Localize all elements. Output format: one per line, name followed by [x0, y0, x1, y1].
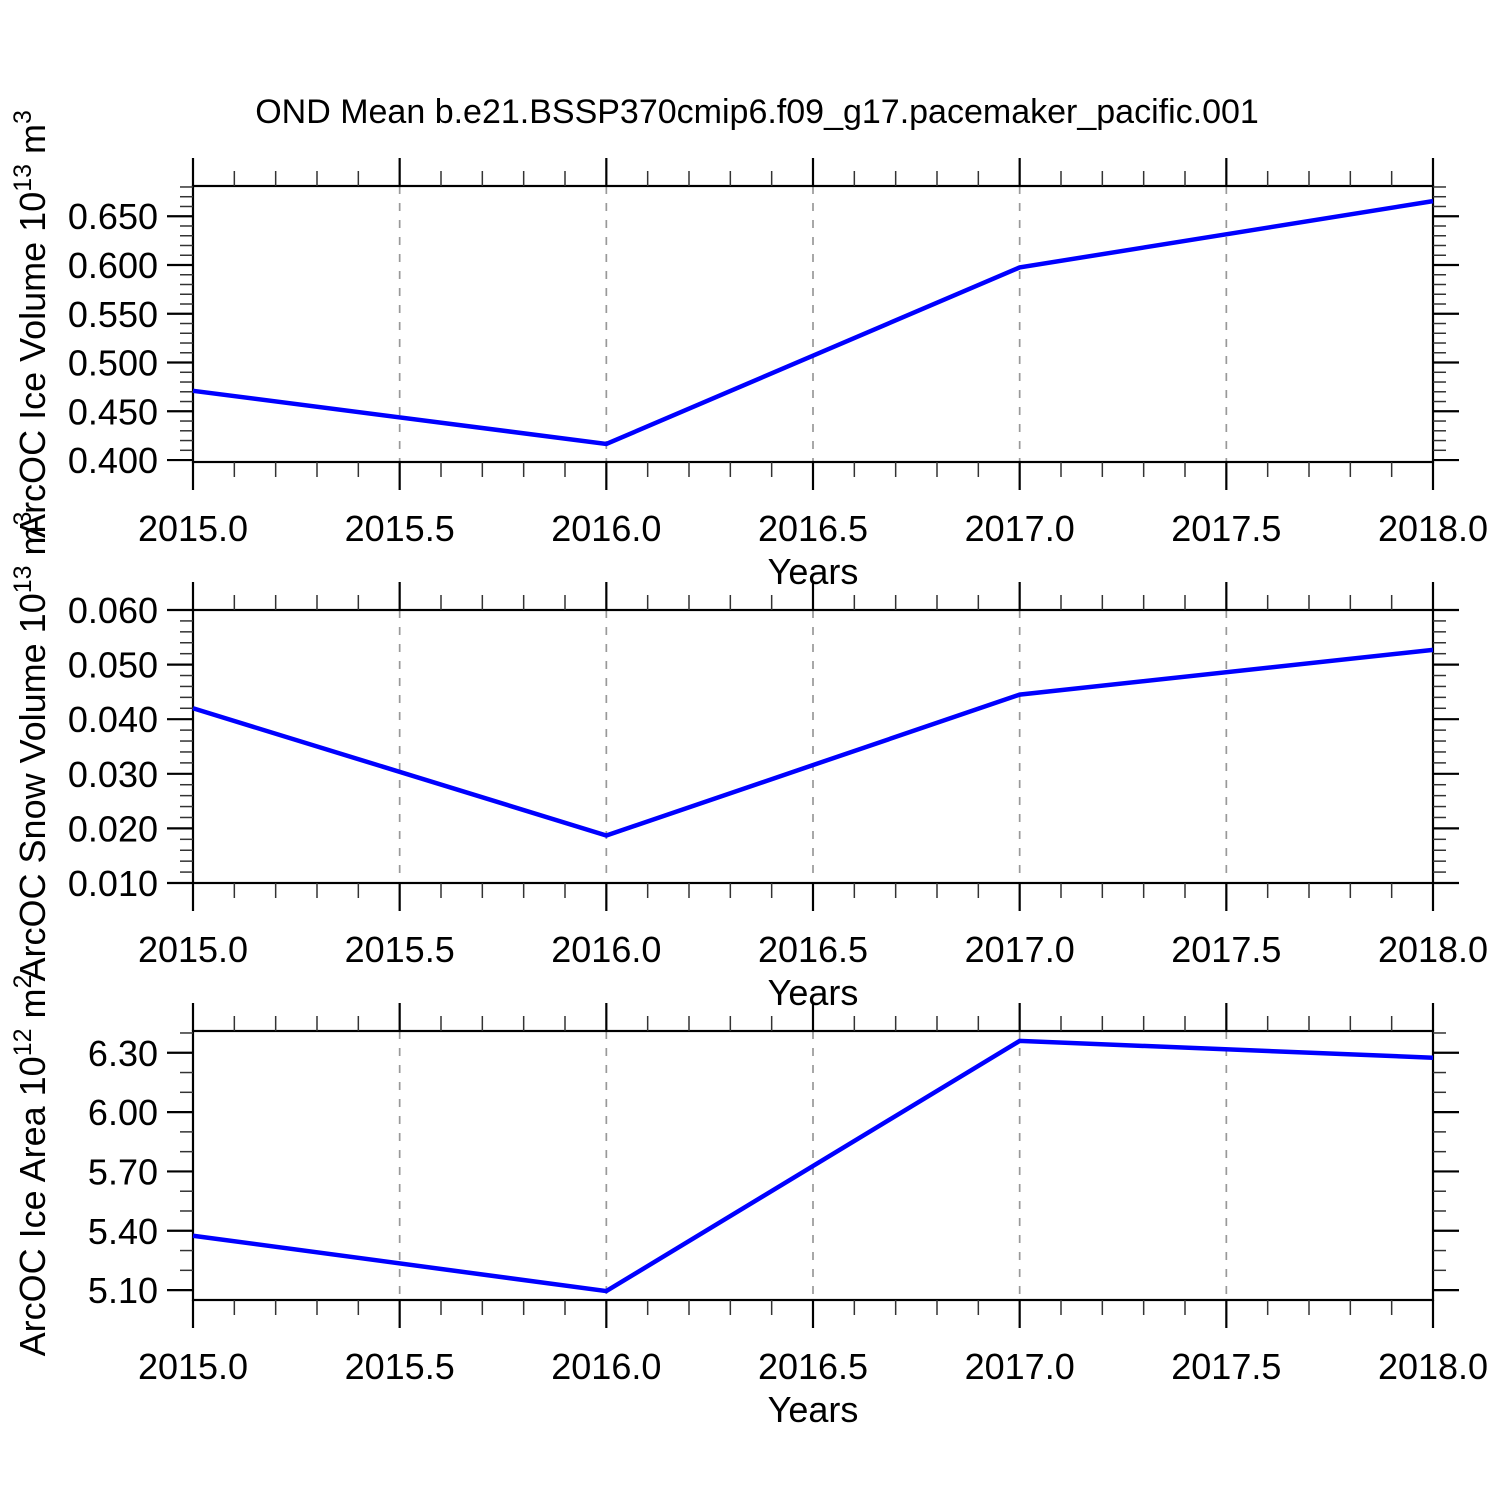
- x-tick-label: 2018.0: [1378, 508, 1488, 549]
- x-tick-label: 2017.0: [965, 508, 1075, 549]
- chart-panel-2: 0.010 0.020 0.030 0.040 0.050 0.060 2015.0 2015…: [9, 512, 1488, 1013]
- chart-panel-3: 5.10 5.40 5.70 6.00 6.30 2015.0 2015.5 2016.0 20…: [9, 975, 1488, 1430]
- y-tick-label: 0.600: [68, 245, 158, 286]
- x-tick-label: 2016.0: [551, 508, 661, 549]
- y-tick-label: 0.550: [68, 294, 158, 335]
- x-tick-label: 2016.0: [551, 1346, 661, 1387]
- x-tick-label: 2016.5: [758, 1346, 868, 1387]
- x-tick-label: 2018.0: [1378, 1346, 1488, 1387]
- x-tick-label: 2015.0: [138, 508, 248, 549]
- y-tick-label: 0.650: [68, 196, 158, 237]
- x-tick-label: 2015.5: [345, 929, 455, 970]
- y-tick-label: 0.060: [68, 590, 158, 631]
- data-line-3: [192, 1038, 1434, 1294]
- x-tick-label: 2017.5: [1171, 1346, 1281, 1387]
- y-tick-label: 6.00: [88, 1092, 158, 1133]
- y-tick-label: 5.10: [88, 1270, 158, 1311]
- y-tick-label: 6.30: [88, 1033, 158, 1074]
- y-tick-label: 0.020: [68, 808, 158, 849]
- x-tick-label: 2016.5: [758, 929, 868, 970]
- y-tick-label: 0.010: [68, 863, 158, 904]
- x-tick-label: 2017.0: [965, 1346, 1075, 1387]
- data-line-1: [192, 198, 1434, 447]
- y-tick-label: 0.450: [68, 391, 158, 432]
- y-tick-label: 0.500: [68, 343, 158, 384]
- y-tick-label: 0.040: [68, 699, 158, 740]
- x-tick-label: 2015.0: [138, 929, 248, 970]
- chart-panel-1: 0.400 0.450 0.500 0.550 0.600 0.650 2015.0 2015…: [9, 110, 1488, 592]
- x-axis-title: Years: [768, 1389, 859, 1430]
- y-axis-title: ArcOC Ice Area 1012 m2: [9, 975, 53, 1357]
- x-tick-label: 2016.0: [551, 929, 661, 970]
- x-tick-label: 2017.5: [1171, 508, 1281, 549]
- x-tick-label: 2015.5: [345, 508, 455, 549]
- x-tick-label: 2016.5: [758, 508, 868, 549]
- data-line-2: [192, 647, 1434, 838]
- x-tick-label: 2017.5: [1171, 929, 1281, 970]
- y-tick-label: 0.400: [68, 440, 158, 481]
- x-tick-label: 2018.0: [1378, 929, 1488, 970]
- x-tick-label: 2015.5: [345, 1346, 455, 1387]
- y-axis-title: ArcOC Snow Volume 1013 m3: [9, 512, 53, 982]
- x-tick-label: 2017.0: [965, 929, 1075, 970]
- y-tick-label: 0.050: [68, 645, 158, 686]
- y-tick-label: 0.030: [68, 754, 158, 795]
- y-tick-label: 5.70: [88, 1151, 158, 1192]
- y-axis-title: ArcOC Ice Volume 1013 m3: [9, 110, 53, 538]
- x-tick-label: 2015.0: [138, 1346, 248, 1387]
- y-tick-label: 5.40: [88, 1211, 158, 1252]
- figure-title: OND Mean b.e21.BSSP370cmip6.f09_g17.pace…: [255, 93, 1259, 131]
